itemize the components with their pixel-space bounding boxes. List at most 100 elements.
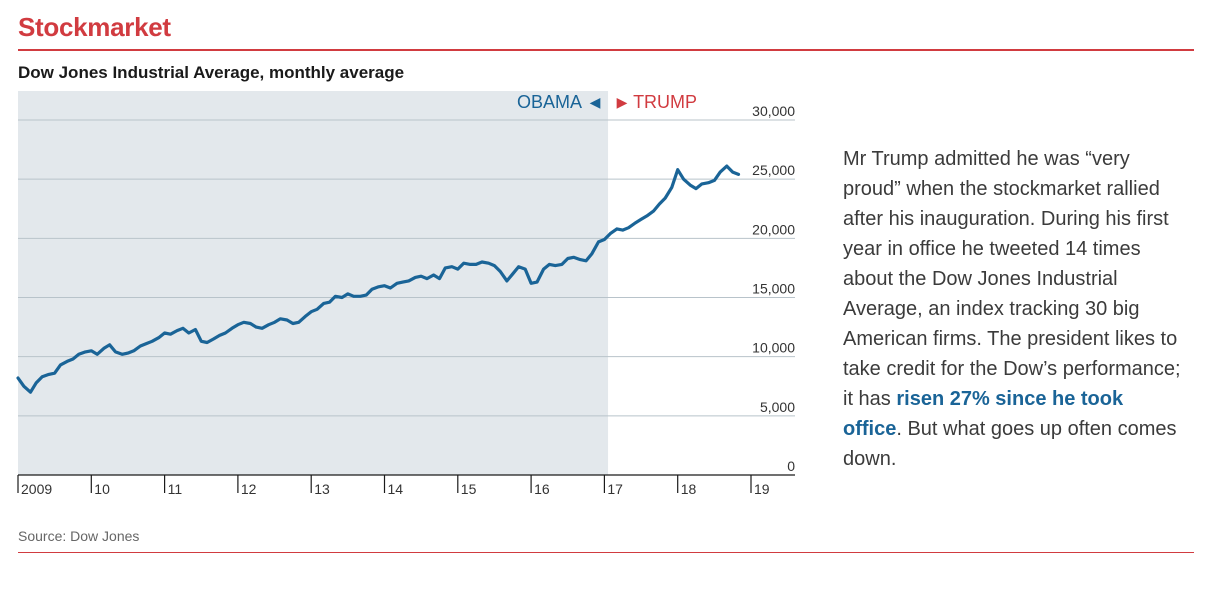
data-point — [90, 350, 92, 352]
data-point — [96, 353, 98, 355]
data-point — [48, 373, 50, 375]
y-tick-label: 30,000 — [752, 103, 795, 119]
section-title: Stockmarket — [18, 12, 171, 42]
data-point — [194, 328, 196, 330]
data-point — [292, 323, 294, 325]
period-labels: OBAMA ◀ ▶ TRUMP — [517, 92, 697, 112]
data-point — [268, 324, 270, 326]
data-point — [17, 377, 19, 379]
data-point — [664, 197, 666, 199]
data-point — [658, 203, 660, 205]
data-point — [316, 308, 318, 310]
data-point — [488, 262, 490, 264]
data-point — [713, 179, 715, 181]
data-point — [481, 261, 483, 263]
data-point — [109, 344, 111, 346]
data-point — [567, 257, 569, 259]
data-point — [719, 171, 721, 173]
data-point — [127, 352, 129, 354]
y-tick-label: 5,000 — [760, 399, 795, 415]
data-point — [261, 327, 263, 329]
data-point — [219, 334, 221, 336]
trump-arrow-icon: ▶ — [617, 94, 628, 110]
data-point — [493, 265, 495, 267]
data-point — [279, 318, 281, 320]
data-point — [54, 372, 56, 374]
data-point — [726, 165, 728, 167]
data-point — [23, 385, 25, 387]
data-point — [634, 222, 636, 224]
data-point — [60, 364, 62, 366]
data-point — [420, 275, 422, 277]
annotation-part-2: . But what goes up often comes down. — [843, 418, 1177, 470]
data-point — [701, 183, 703, 185]
data-point — [598, 241, 600, 243]
data-point — [457, 268, 459, 270]
data-point — [475, 263, 477, 265]
data-point — [653, 210, 655, 212]
obama-arrow-icon: ◀ — [590, 94, 601, 110]
data-point — [628, 227, 630, 229]
data-point — [66, 360, 68, 362]
data-point — [274, 321, 276, 323]
data-point — [591, 253, 593, 255]
data-point — [426, 278, 428, 280]
data-point — [347, 293, 349, 295]
y-tick-label: 0 — [787, 458, 795, 474]
data-point — [689, 184, 691, 186]
data-point — [298, 321, 300, 323]
data-point — [378, 286, 380, 288]
data-point — [206, 341, 208, 343]
data-point — [622, 229, 624, 231]
data-point — [396, 282, 398, 284]
annotation-highlight: risen 27% since he took office — [843, 388, 1124, 440]
data-point — [169, 333, 171, 335]
data-point — [640, 218, 642, 220]
data-point — [365, 294, 367, 296]
data-point — [359, 295, 361, 297]
x-tick-label: 19 — [754, 481, 770, 497]
data-point — [255, 326, 257, 328]
y-tick-label: 25,000 — [752, 162, 795, 178]
data-point — [224, 332, 226, 334]
top-rule — [18, 49, 1194, 51]
data-point — [389, 287, 391, 289]
data-point — [213, 338, 215, 340]
data-point — [616, 228, 618, 230]
source-note: Source: Dow Jones — [18, 528, 140, 544]
data-point — [554, 265, 556, 267]
y-tick-label: 10,000 — [752, 340, 795, 356]
data-point — [438, 278, 440, 280]
data-point — [286, 319, 288, 321]
data-point — [103, 347, 105, 349]
data-point — [231, 327, 233, 329]
data-point — [609, 233, 611, 235]
data-point — [414, 276, 416, 278]
data-point — [176, 330, 178, 332]
data-point — [243, 321, 245, 323]
data-point — [512, 273, 514, 275]
data-point — [469, 263, 471, 265]
data-point — [145, 343, 147, 345]
chart-title: Dow Jones Industrial Average, monthly av… — [18, 63, 405, 82]
data-point — [536, 281, 538, 283]
data-point — [121, 353, 123, 355]
data-point — [518, 266, 520, 268]
data-point — [72, 358, 74, 360]
data-point — [84, 351, 86, 353]
data-point — [158, 337, 160, 339]
data-point — [573, 256, 575, 258]
x-tick-label: 16 — [534, 481, 550, 497]
data-point — [310, 311, 312, 313]
data-point — [182, 327, 184, 329]
gridlines — [18, 119, 795, 417]
x-tick-label: 15 — [461, 481, 477, 497]
data-point — [444, 267, 446, 269]
data-point — [114, 351, 116, 353]
data-point — [561, 263, 563, 265]
bottom-rule — [18, 552, 1194, 553]
data-point — [334, 295, 336, 297]
x-tick-label: 11 — [168, 481, 183, 497]
x-tick-label: 10 — [94, 481, 110, 497]
data-point — [341, 297, 343, 298]
